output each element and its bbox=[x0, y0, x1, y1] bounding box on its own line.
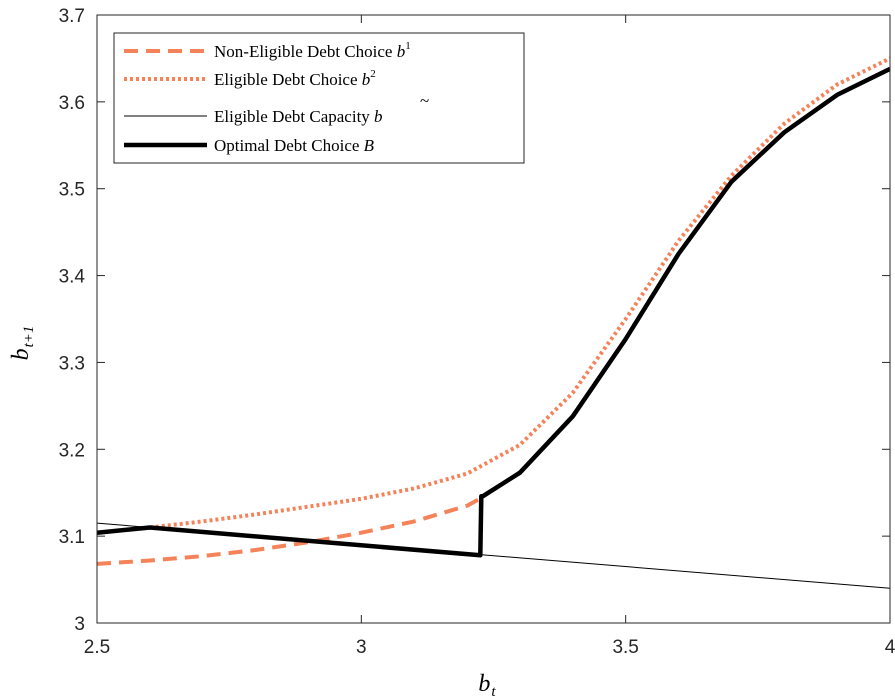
plot-lines bbox=[97, 56, 890, 589]
y-axis-label: bt+1 bbox=[8, 326, 37, 361]
y-tick-label: 3 bbox=[74, 614, 85, 635]
series-line-thick bbox=[97, 66, 890, 558]
legend-label-non-eligible: Non-Eligible Debt Choice b1 bbox=[214, 40, 411, 61]
legend-tilde-accent: ~ bbox=[420, 91, 429, 110]
legend-label-eligible: Eligible Debt Choice b2 bbox=[214, 68, 376, 89]
tick-labels: 2.5 3 3.5 433.13.23.33.43.53.63.7 bbox=[59, 6, 895, 658]
series-line-dashed bbox=[97, 495, 484, 566]
y-tick-label: 3.6 bbox=[59, 93, 85, 114]
y-tick-label: 3.3 bbox=[59, 353, 85, 374]
y-tick-label: 3.2 bbox=[59, 440, 85, 461]
axis-ticks bbox=[96, 14, 891, 624]
y-tick-label: 3.1 bbox=[59, 527, 85, 548]
legend-label-optimal: Optimal Debt Choice B bbox=[214, 136, 375, 155]
x-tick-label: 3.5 bbox=[612, 637, 638, 658]
y-tick-label: 3.5 bbox=[59, 180, 85, 201]
series-line-dotted bbox=[149, 56, 890, 530]
x-tick-label: 2.5 bbox=[84, 637, 110, 658]
x-tick-label: 4 bbox=[885, 637, 895, 658]
x-axis-label: bt bbox=[478, 671, 496, 700]
legend: Non-Eligible Debt Choice b1 Eligible Deb… bbox=[113, 32, 525, 164]
legend-box bbox=[113, 32, 525, 164]
y-tick-label: 3.7 bbox=[59, 6, 85, 27]
legend-label-capacity: Eligible Debt Capacity b bbox=[214, 107, 383, 126]
plot-area-box bbox=[96, 14, 891, 624]
x-tick-label: 3 bbox=[356, 637, 367, 658]
y-tick-label: 3.4 bbox=[59, 267, 86, 288]
